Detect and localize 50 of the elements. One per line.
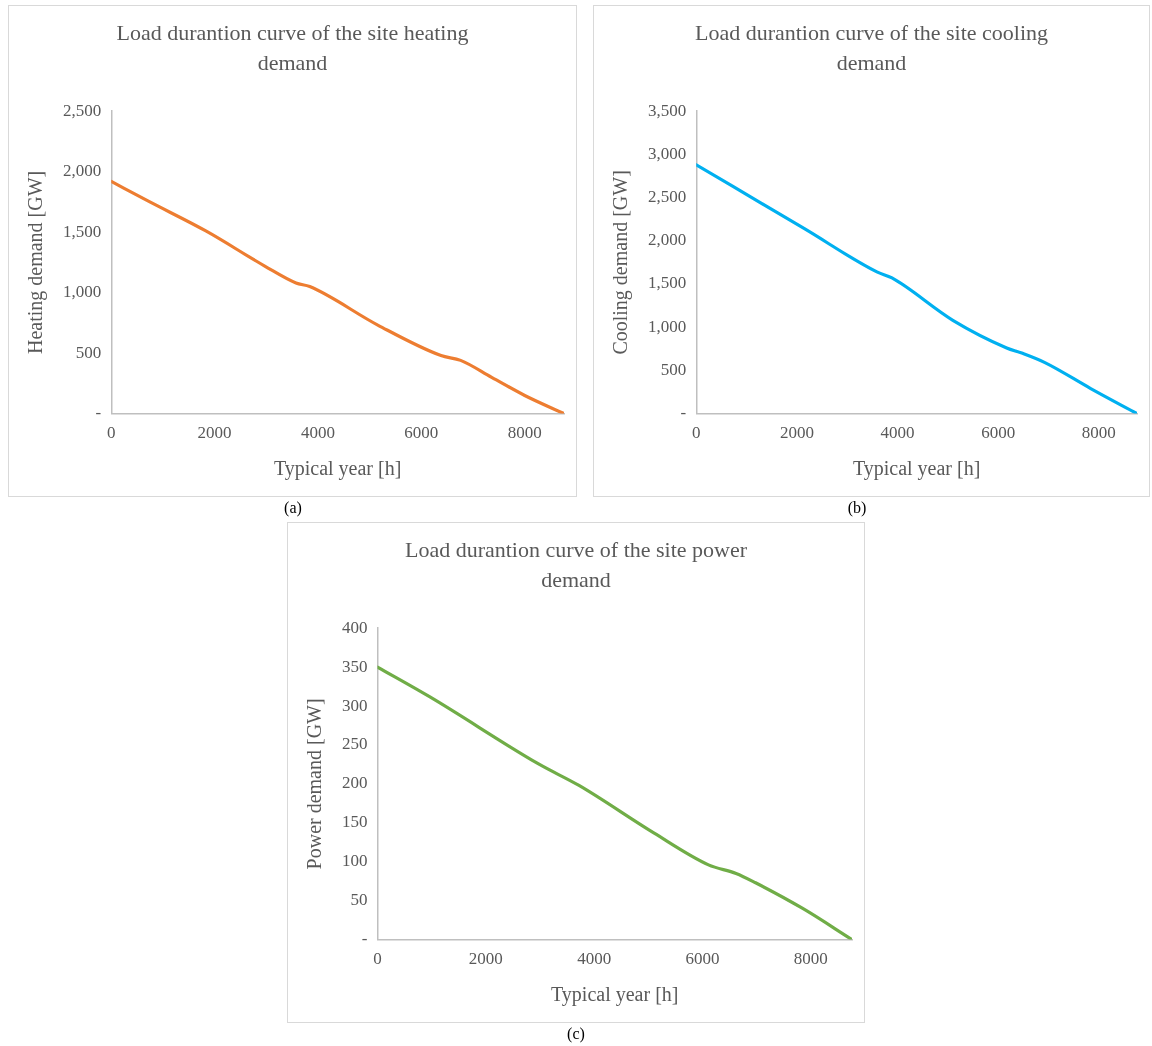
chart-title: Load durantion curve of the site heating demand bbox=[115, 19, 470, 77]
x-axis-title: Typical year [h] bbox=[273, 457, 402, 481]
y-tick-label: 1,500 bbox=[63, 221, 102, 241]
y-tick-label: 1,000 bbox=[648, 316, 687, 336]
x-tick-label: 0 bbox=[373, 949, 382, 969]
y-tick-label: 250 bbox=[342, 734, 368, 754]
y-tick-label: 400 bbox=[342, 617, 368, 637]
x-tick-label: 6000 bbox=[981, 423, 1016, 443]
y-tick-label: 100 bbox=[342, 851, 368, 871]
y-tick-label: - bbox=[361, 929, 368, 949]
x-tick-label: 8000 bbox=[1081, 423, 1116, 443]
y-tick-label: - bbox=[95, 403, 102, 423]
x-tick-label: 2000 bbox=[197, 423, 232, 443]
y-tick-label: 2,500 bbox=[63, 100, 102, 120]
x-tick-label: 6000 bbox=[685, 949, 720, 969]
x-tick-label: 4000 bbox=[577, 949, 612, 969]
x-tick-label: 0 bbox=[692, 423, 701, 443]
y-tick-label: 300 bbox=[342, 695, 368, 715]
y-tick-label: 200 bbox=[342, 773, 368, 793]
y-tick-label: 2,500 bbox=[648, 187, 687, 207]
y-tick-label: 1,000 bbox=[63, 282, 102, 302]
y-axis-title: Heating demand [GW] bbox=[24, 170, 48, 355]
y-tick-label: 1,500 bbox=[648, 273, 687, 293]
x-axis-title: Typical year [h] bbox=[551, 983, 679, 1007]
y-tick-label: 500 bbox=[75, 342, 102, 362]
y-tick-label: 2,000 bbox=[63, 161, 102, 181]
y-tick-label: - bbox=[680, 403, 687, 423]
y-tick-label: 150 bbox=[342, 812, 368, 832]
x-tick-label: 8000 bbox=[507, 423, 542, 443]
x-tick-label: 4000 bbox=[880, 423, 915, 443]
y-tick-label: 3,000 bbox=[648, 143, 687, 163]
x-axis-title: Typical year [h] bbox=[852, 457, 981, 481]
chart-title: Load durantion curve of the site power demand bbox=[403, 536, 749, 594]
x-tick-label: 6000 bbox=[404, 423, 439, 443]
x-tick-label: 2000 bbox=[779, 423, 814, 443]
x-tick-label: 8000 bbox=[793, 949, 828, 969]
chart-title: Load durantion curve of the site cooling demand bbox=[693, 19, 1050, 77]
y-axis-title: Power demand [GW] bbox=[303, 698, 326, 870]
text: (b) bbox=[846, 499, 868, 517]
y-tick-label: 2,000 bbox=[648, 230, 687, 250]
y-tick-label: 350 bbox=[342, 656, 368, 676]
x-tick-label: 4000 bbox=[300, 423, 335, 443]
x-tick-label: 0 bbox=[107, 423, 116, 443]
text: (a) bbox=[283, 499, 303, 517]
y-axis-title: Cooling demand [GW] bbox=[609, 170, 633, 355]
y-tick-label: 3,500 bbox=[648, 100, 687, 120]
y-tick-label: 50 bbox=[350, 890, 368, 910]
text: (c) bbox=[566, 1025, 586, 1043]
y-tick-label: 500 bbox=[660, 359, 687, 379]
x-tick-label: 2000 bbox=[468, 949, 503, 969]
